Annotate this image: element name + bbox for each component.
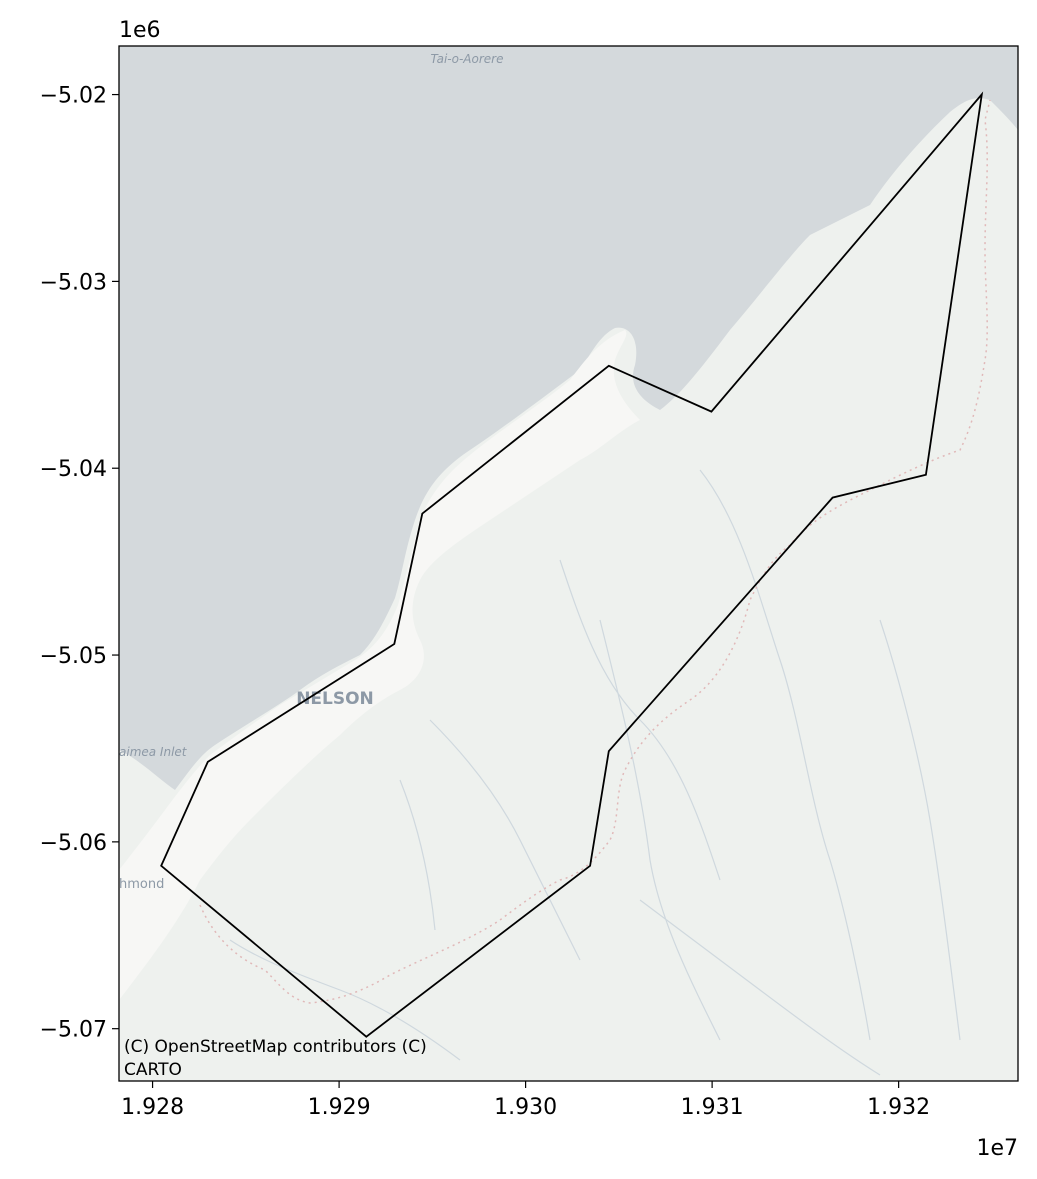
basemap-river-7 xyxy=(639,899,881,1076)
map-label-richmond: hmond xyxy=(119,877,164,892)
x-offset-label: 1e7 xyxy=(976,1136,1018,1161)
y-tick-label-5: −5.07 xyxy=(40,1018,107,1043)
x-tick-label-0: 1.928 xyxy=(121,1095,184,1120)
y-offset-label: 1e6 xyxy=(119,18,161,43)
y-tick-label-2: −5.04 xyxy=(40,457,107,482)
basemap-river-2 xyxy=(699,469,871,1041)
x-tick-label-1: 1.929 xyxy=(308,1095,371,1120)
basemap-rivers xyxy=(229,469,961,1076)
basemap-river-6 xyxy=(399,779,436,931)
map-label-waimea-inlet: aimea Inlet xyxy=(119,745,188,759)
y-axis: −5.02 −5.03 −5.04 −5.05 −5.06 −5.07 xyxy=(40,84,119,1043)
attribution-line-1: (C) OpenStreetMap contributors (C) xyxy=(124,1037,427,1057)
x-axis: 1.928 1.929 1.930 1.931 1.932 xyxy=(121,1081,930,1120)
attribution-line-2: CARTO xyxy=(124,1060,182,1080)
basemap-tiles: Tai-o-Aorere NELSON aimea Inlet hmond xyxy=(119,46,1018,1081)
basemap-land xyxy=(119,98,1018,1081)
basemap-region-boundary xyxy=(199,99,991,1004)
x-tick-label-4: 1.932 xyxy=(867,1095,930,1120)
x-tick-label-2: 1.930 xyxy=(494,1095,557,1120)
basemap-river-1 xyxy=(559,559,721,881)
basemap-river-3 xyxy=(879,619,961,1041)
y-tick-label-3: −5.05 xyxy=(40,644,107,669)
basemap-river-0 xyxy=(429,719,581,961)
attribution: (C) OpenStreetMap contributors (C) CARTO xyxy=(124,1037,427,1080)
x-tick-label-3: 1.931 xyxy=(681,1095,744,1120)
y-tick-label-1: −5.03 xyxy=(40,270,107,295)
y-tick-label-0: −5.02 xyxy=(40,84,107,109)
map-label-tai-o-aorere: Tai-o-Aorere xyxy=(431,52,504,66)
basemap-river-4 xyxy=(599,619,721,1041)
basemap-river-5 xyxy=(229,939,461,1061)
y-tick-label-4: −5.06 xyxy=(40,831,107,856)
plot-frame xyxy=(118,45,1019,1082)
basemap-urban-area xyxy=(119,330,640,1000)
region-polygon xyxy=(160,91,984,1038)
